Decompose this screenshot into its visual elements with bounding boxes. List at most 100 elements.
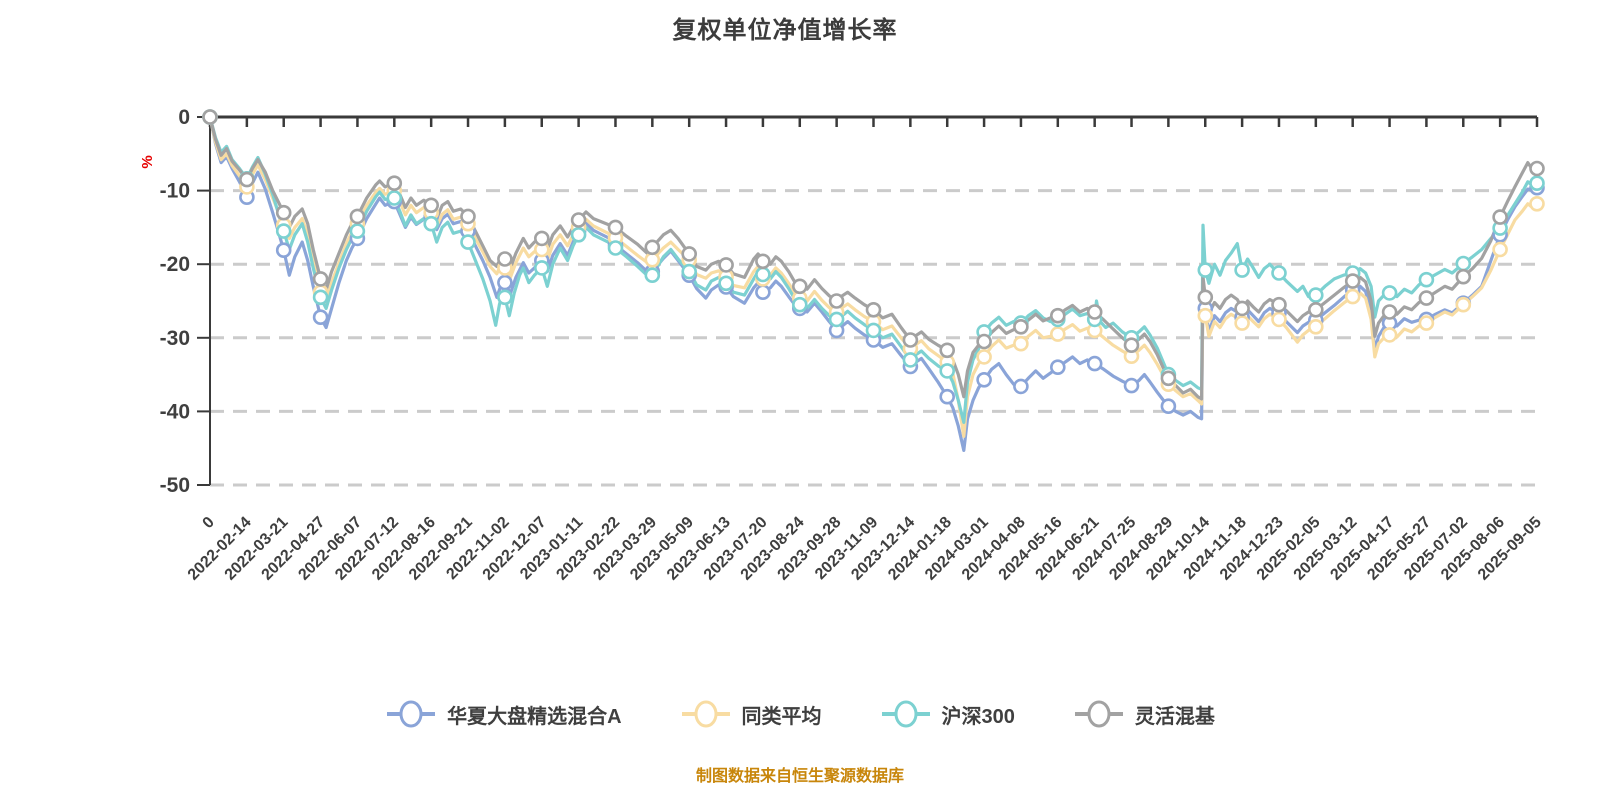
- data-point-marker-3: [239, 171, 255, 188]
- data-point-marker-2: [718, 275, 734, 292]
- data-point-marker-3: [755, 253, 771, 270]
- y-axis-label: -10: [160, 180, 190, 203]
- legend-label: 同类平均: [741, 705, 822, 728]
- y-axis-label: -20: [160, 253, 190, 276]
- data-point-marker-2: [1455, 255, 1472, 272]
- data-point-marker-2: [275, 223, 292, 239]
- data-point-marker-2: [1529, 175, 1545, 191]
- data-point-marker-3: [902, 332, 919, 348]
- data-point-marker-2: [1381, 285, 1398, 301]
- data-point-marker-3: [1455, 268, 1472, 285]
- data-point-marker-1: [1455, 296, 1472, 313]
- data-point-marker-2: [1197, 262, 1214, 278]
- y-axis-label: 0: [178, 106, 190, 129]
- data-point-marker-3: [1271, 296, 1287, 313]
- data-point-marker-2: [681, 263, 698, 280]
- legend-marker-icon: [681, 700, 730, 728]
- data-point-marker-2: [349, 223, 366, 239]
- data-point-marker-3: [533, 230, 550, 247]
- data-point-marker-3: [1086, 304, 1103, 320]
- data-point-marker-0: [1013, 378, 1029, 395]
- data-point-marker-3: [497, 251, 513, 267]
- data-source-credit: 制图数据来自恒生聚源数据库: [695, 768, 904, 785]
- data-point-marker-2: [1234, 262, 1250, 278]
- data-point-marker-1: [1234, 315, 1250, 331]
- axes: 0 -10 -20 -30 -40 -50%: [139, 106, 1539, 497]
- data-point-marker-3: [1234, 300, 1250, 317]
- data-point-marker-3: [1529, 160, 1545, 177]
- data-point-marker-3: [1197, 289, 1214, 306]
- legend-marker-icon: [387, 700, 436, 728]
- data-point-marker-3: [1013, 318, 1029, 335]
- chart-title: 复权单位净值增长率: [672, 17, 898, 44]
- data-point-marker-2: [1271, 265, 1287, 281]
- gridlines: [210, 189, 1537, 487]
- data-point-marker-3: [275, 204, 292, 221]
- data-point-marker-3: [828, 293, 845, 309]
- data-point-marker-2: [460, 234, 476, 250]
- data-point-marker-0: [497, 274, 513, 291]
- data-point-marker-0: [275, 242, 292, 258]
- data-point-marker-2: [607, 240, 624, 256]
- data-point-marker-3: [865, 301, 882, 318]
- data-point-marker-3: [1344, 273, 1361, 289]
- legend-marker-icon: [881, 700, 930, 728]
- data-point-marker-3: [1160, 370, 1177, 387]
- data-point-marker-1: [1418, 315, 1435, 331]
- data-point-marker-2: [386, 190, 403, 206]
- y-axis-label: -50: [160, 474, 190, 497]
- data-point-marker-1: [1529, 196, 1545, 212]
- data-point-marker-3: [791, 278, 808, 295]
- data-point-marker-3: [1050, 307, 1066, 324]
- legend-item-1[interactable]: 同类平均: [680, 698, 822, 730]
- data-point-marker-3: [681, 246, 698, 262]
- legend-item-3[interactable]: 灵活混基: [1073, 698, 1215, 730]
- chart-legend: 华夏大盘精选混合A 同类平均 沪深300 灵活混基: [0, 698, 1600, 730]
- data-point-marker-2: [902, 352, 919, 368]
- y-axis-label: -40: [160, 400, 190, 423]
- x-axis-labels: 02022-02-142022-03-212022-04-272022-06-0…: [185, 514, 1545, 584]
- series-line-0: [208, 115, 1539, 452]
- x-axis-label: 0: [200, 514, 218, 532]
- data-point-marker-2: [939, 363, 956, 379]
- legend-item-2[interactable]: 沪深300: [880, 698, 1015, 730]
- data-point-marker-0: [1123, 377, 1140, 394]
- legend-marker-icon: [1074, 700, 1123, 728]
- data-point-marker-2: [1418, 271, 1435, 288]
- data-point-marker-3: [202, 109, 218, 125]
- data-point-marker-3: [1381, 304, 1398, 320]
- legend-label: 沪深300: [941, 705, 1015, 728]
- data-point-marker-2: [644, 267, 661, 284]
- series-line-2: [208, 115, 1539, 424]
- data-point-marker-3: [718, 257, 734, 273]
- data-point-marker-2: [497, 289, 513, 306]
- data-point-marker-1: [1492, 241, 1508, 258]
- data-point-marker-2: [1308, 287, 1324, 303]
- data-point-marker-1: [644, 251, 661, 268]
- data-point-marker-0: [312, 309, 329, 326]
- data-point-marker-3: [570, 212, 587, 228]
- data-point-marker-3: [349, 208, 366, 225]
- data-point-marker-0: [1050, 359, 1066, 376]
- y-axis-label: -30: [160, 327, 190, 350]
- data-point-marker-3: [939, 342, 956, 359]
- data-point-marker-0: [755, 284, 771, 301]
- legend-label: 华夏大盘精选混合A: [447, 705, 622, 728]
- data-point-marker-2: [312, 289, 329, 306]
- series-markers: [202, 109, 1545, 415]
- data-point-marker-1: [1050, 326, 1066, 342]
- data-point-marker-2: [791, 296, 808, 313]
- data-point-marker-1: [1344, 288, 1361, 305]
- series-line-3: [208, 115, 1539, 401]
- data-point-marker-3: [644, 239, 661, 256]
- data-point-marker-0: [1160, 398, 1177, 415]
- data-point-marker-0: [939, 388, 956, 405]
- legend-label: 灵活混基: [1134, 705, 1215, 728]
- data-point-marker-1: [1271, 311, 1287, 328]
- data-point-marker-1: [1013, 335, 1029, 352]
- legend-item-0[interactable]: 华夏大盘精选混合A: [385, 698, 622, 730]
- data-point-marker-3: [1418, 290, 1435, 306]
- series-lines: [208, 115, 1539, 452]
